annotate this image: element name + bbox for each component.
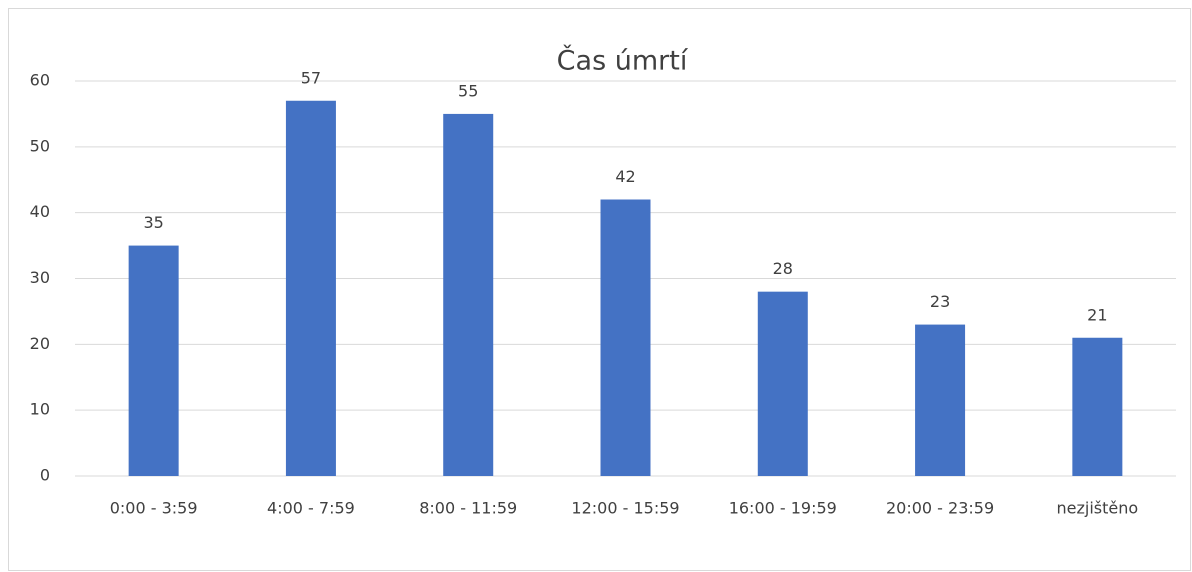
- data-label: 21: [1087, 305, 1107, 324]
- data-label: 57: [301, 68, 321, 87]
- x-tick-label: 0:00 - 3:59: [110, 499, 198, 518]
- data-label: 42: [615, 167, 635, 186]
- data-label: 55: [458, 81, 478, 100]
- y-tick-label: 60: [30, 71, 50, 90]
- y-tick-label: 50: [30, 136, 50, 155]
- chart-border: [8, 8, 1191, 571]
- x-tick-label: nezjištěno: [1057, 499, 1139, 518]
- bar: [600, 199, 651, 476]
- bar: [128, 245, 179, 476]
- y-tick-label: 20: [30, 334, 50, 353]
- x-tick-label: 4:00 - 7:59: [267, 499, 355, 518]
- y-tick-label: 40: [30, 202, 50, 221]
- x-tick-label: 20:00 - 23:59: [886, 499, 994, 518]
- x-tick-label: 12:00 - 15:59: [571, 499, 679, 518]
- y-tick-label: 0: [40, 466, 50, 485]
- x-tick-label: 8:00 - 11:59: [419, 499, 517, 518]
- x-tick-label: 16:00 - 19:59: [729, 499, 837, 518]
- data-label: 23: [930, 292, 950, 311]
- bar: [1072, 337, 1123, 476]
- bar: [757, 291, 808, 476]
- bar: [285, 100, 336, 476]
- y-tick-label: 10: [30, 400, 50, 419]
- bar: [443, 113, 494, 477]
- data-label: 35: [143, 213, 163, 232]
- chart-title: Čas úmrtí: [557, 45, 689, 77]
- data-label: 28: [773, 259, 793, 278]
- bar: [915, 324, 966, 476]
- y-tick-label: 30: [30, 268, 50, 287]
